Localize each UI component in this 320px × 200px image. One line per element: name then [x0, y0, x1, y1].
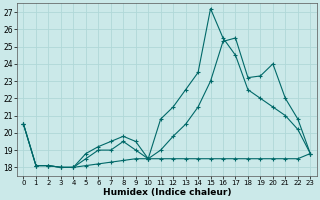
X-axis label: Humidex (Indice chaleur): Humidex (Indice chaleur) [103, 188, 231, 197]
